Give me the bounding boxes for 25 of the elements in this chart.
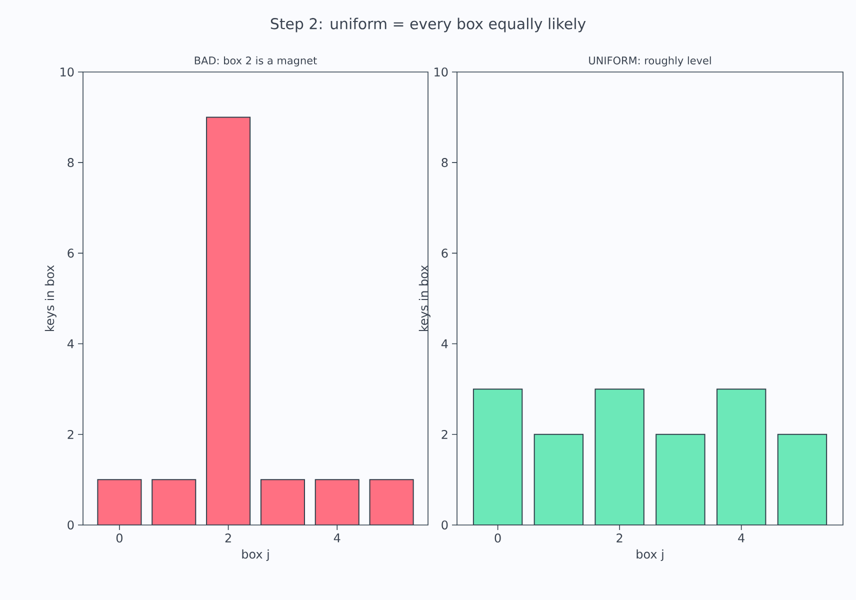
y-tick-label: 6	[68, 248, 74, 258]
y-tick-label: 2	[442, 430, 448, 439]
x-tick-label: 4	[738, 534, 744, 542]
y-tick-label: 6	[442, 248, 448, 258]
y-tick-label: 2	[68, 430, 74, 439]
x-tick-label: 2	[225, 534, 231, 542]
y-tick-label: 8	[442, 158, 448, 168]
x-tick-label: 0	[116, 534, 122, 543]
x-axis-title: box j	[242, 549, 269, 561]
chart-title: BAD: box 2 is a magnet	[194, 56, 317, 66]
y-tick-label: 8	[68, 158, 74, 168]
chart-title: UNIFORM: roughly level	[589, 56, 711, 66]
y-tick-label: 0	[68, 520, 74, 530]
x-tick-label: 4	[334, 534, 340, 542]
x-axis-title: box j	[636, 549, 664, 561]
x-tick-label: 0	[494, 534, 501, 543]
y-axis-title: keys in box	[418, 265, 430, 332]
y-tick-label: 0	[442, 520, 448, 530]
y-axis-title: keys in box	[44, 265, 56, 332]
y-tick-label: 10	[60, 67, 74, 77]
y-tick-label: 10	[434, 67, 448, 77]
x-tick-label: 2	[616, 534, 622, 542]
y-tick-label: 4	[67, 339, 74, 348]
text: Step 2: uniform = every box equally likely	[270, 18, 586, 32]
y-tick-label: 4	[441, 339, 448, 348]
